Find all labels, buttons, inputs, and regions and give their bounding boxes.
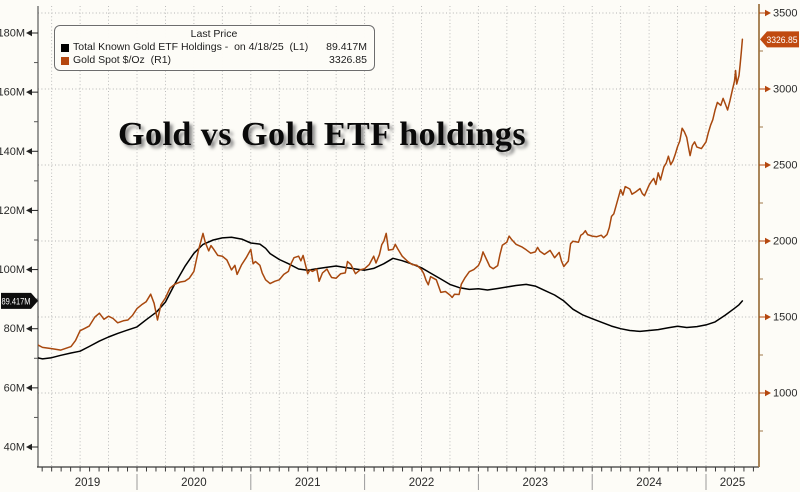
x-axis-year-label: 2019 [75,477,101,489]
left-axis-label: 60M [4,382,25,394]
right-last-value-badge [760,31,799,48]
left-axis-label: 180M [0,28,25,40]
left-axis-label: 120M [0,205,25,217]
right-axis-label: 1000 [773,388,797,400]
left-last-value-badge [1,292,38,309]
legend-row-etf-holdings[interactable]: Total Known Gold ETF Holdings - on 4/18/… [61,41,367,54]
right-axis-label: 1500 [773,312,797,324]
left-axis-tick-arrow-icon [26,148,32,155]
right-axis-tick-arrow-icon [765,313,771,321]
right-axis-tick-arrow-icon [765,237,771,245]
right-axis-label: 2000 [773,236,797,248]
left-axis-tick-arrow-icon [26,325,32,332]
left-axis-tick-arrow-icon [26,207,32,214]
left-axis-tick-arrow-icon [26,266,32,273]
legend-value-gold: 3326.85 [329,54,367,66]
legend-header: Last Price [190,28,238,40]
right-axis-tick-arrow-icon [765,85,771,93]
right-axis-label: 2500 [773,160,797,172]
right-axis-tick-arrow-icon [765,389,771,397]
left-axis-tick-arrow-icon [26,443,32,451]
x-axis-year-label: 2022 [409,477,435,489]
right-axis-tick-arrow-icon [765,161,771,169]
chart-legend: Last Price Total Known Gold ETF Holdings… [54,25,375,71]
series-line-gold-spot[interactable] [23,38,744,351]
x-axis-year-label: 2024 [636,477,662,489]
legend-value-etf: 89.417M [326,41,367,53]
left-axis-tick-arrow-icon [26,88,32,96]
legend-label-gold: Gold Spot $/Oz (R1) [73,54,172,66]
left-axis-tick-arrow-icon [26,29,32,37]
gold-series-swatch-icon [61,56,69,65]
left-axis-label: 140M [0,146,25,158]
left-axis-label: 160M [0,87,25,99]
right-last-value-text: 3326.85 [767,35,798,46]
x-axis-year-label: 2025 [720,477,746,489]
left-last-value-text: 89.417M [2,296,31,307]
etf-series-swatch-icon [61,43,69,52]
left-axis-tick-arrow-icon [26,384,32,392]
series-line-etf-holdings[interactable] [23,236,744,360]
x-axis-year-label: 2020 [181,477,207,489]
left-axis-label: 40M [4,442,25,454]
right-axis-label: 3500 [773,8,797,20]
left-axis-label: 80M [4,323,25,335]
right-axis-label: 3000 [773,84,797,96]
x-axis-year-label: 2021 [295,477,321,489]
chart-title: Gold vs Gold ETF holdings [118,116,527,153]
legend-row-gold-spot[interactable]: Gold Spot $/Oz (R1) 3326.85 [61,54,367,67]
left-axis-label: 100M [0,264,25,276]
right-axis-tick-arrow-icon [765,9,771,17]
legend-label-etf: Total Known Gold ETF Holdings - on 4/18/… [73,41,309,53]
x-axis-year-label: 2023 [523,477,549,489]
